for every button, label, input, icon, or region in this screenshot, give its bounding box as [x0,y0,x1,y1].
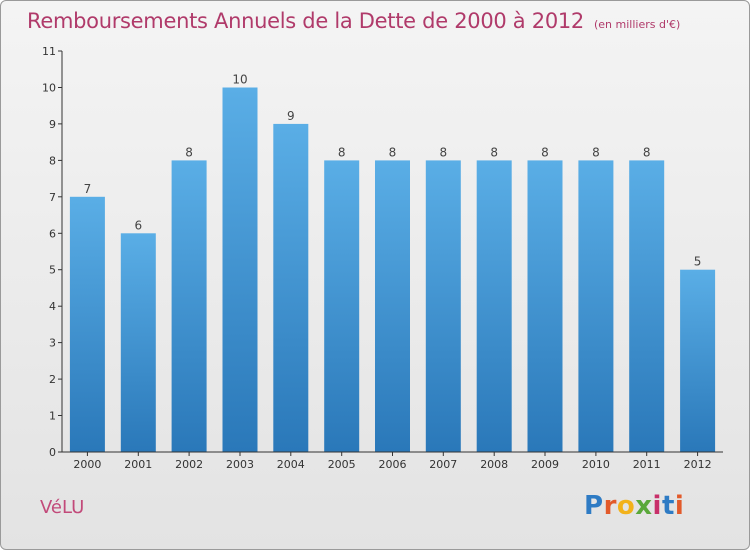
data-label: 8 [643,145,651,159]
chart-title-unit: (en milliers d'€) [594,18,681,31]
data-label: 8 [389,145,397,159]
data-label: 8 [541,145,549,159]
logo-letter: o [616,491,636,521]
data-label: 8 [185,145,193,159]
y-tick-label: 9 [49,118,56,131]
logo-letter: P [584,491,604,521]
bars-group: 7 6 8 10 9 8 8 8 8 8 8 8 5 [69,73,716,453]
axes-group: 2000 2001 2002 2003 2004 2005 2006 2007 2008 2009… [42,45,723,471]
y-tick-label: 5 [49,264,56,277]
y-tick-label: 7 [49,191,56,204]
data-label: 8 [439,145,447,159]
x-tick-label: 2006 [379,458,407,471]
bar-2005 [324,160,360,452]
logo-letter: t [661,491,675,521]
bar-2006 [375,160,410,452]
data-label: 5 [694,255,702,269]
y-tick-label: 6 [49,227,56,240]
bar-2012 [680,269,716,452]
logo-letter: x [635,491,653,521]
data-label: 8 [490,145,498,159]
y-tick-label: 4 [49,300,56,313]
data-label: 8 [592,145,600,159]
x-tick-label: 2002 [175,458,203,471]
commune-name: VéLU [40,497,85,518]
proxiti-logo[interactable]: Proxiti [584,491,684,521]
bar-2003 [222,87,258,452]
data-label: 7 [84,182,92,196]
bar-2000 [69,196,105,452]
y-tick-label: 2 [49,373,56,386]
y-tick-label: 0 [49,446,56,459]
x-tick-label: 2005 [328,458,356,471]
y-tick-label: 11 [42,45,56,58]
bar-2009 [527,160,563,452]
x-tick-label: 2008 [480,458,508,471]
bar-2004 [273,123,309,453]
x-tick-label: 2003 [226,458,254,471]
logo-letter: i [674,491,685,521]
x-tick-label: 2004 [277,458,305,471]
x-tick-label: 2000 [73,458,101,471]
x-tick-label: 2011 [633,458,661,471]
logo-letter: r [603,491,617,521]
data-label: 10 [232,73,247,87]
chart-title-text: Remboursements Annuels de la Dette de 20… [27,9,584,33]
bar-2010 [578,160,614,452]
data-label: 6 [134,218,142,232]
y-tick-label: 1 [49,410,56,423]
y-tick-label: 3 [49,337,56,350]
bar-2008 [476,160,512,452]
x-tick-label: 2009 [531,458,559,471]
y-tick-label: 8 [49,154,56,167]
chart-title: Remboursements Annuels de la Dette de 20… [27,9,680,33]
bar-2007 [425,160,461,452]
data-label: 9 [287,109,295,123]
logo-letter: i [652,491,662,521]
y-tick-label: 10 [42,82,56,95]
bar-2011 [629,160,665,452]
x-tick-label: 2001 [124,458,152,471]
x-tick-label: 2007 [429,458,457,471]
x-tick-label: 2012 [684,458,712,471]
data-label: 8 [338,145,346,159]
x-tick-label: 2010 [582,458,610,471]
bar-2002 [171,160,207,452]
bar-2001 [120,233,156,452]
